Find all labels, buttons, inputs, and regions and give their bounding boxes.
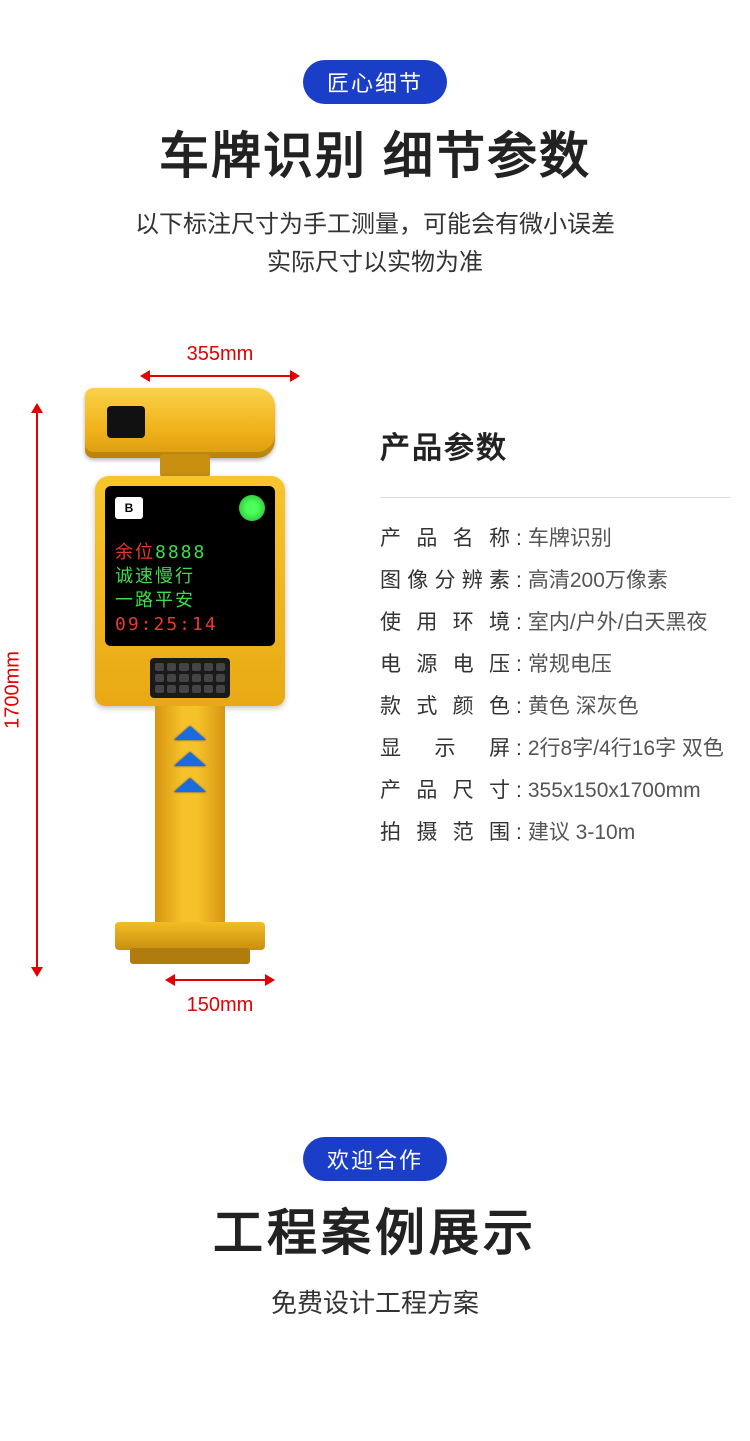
dimension-bottom-rule (80, 974, 360, 986)
section2-pill: 欢迎合作 (303, 1137, 447, 1181)
spec-row: 显 示 屏:2行8字/4行16字 双色 (380, 728, 730, 770)
speaker-grille (150, 658, 230, 698)
spec-colon: : (510, 812, 528, 854)
section1-desc-line2: 实际尺寸以实物为准 (0, 244, 750, 282)
spec-value: 黄色 深灰色 (528, 686, 639, 728)
dimension-top-rule (80, 370, 360, 382)
dimension-left-rule: 1700mm (22, 403, 52, 977)
spec-row: 产 品 名 称:车牌识别 (380, 518, 730, 560)
screen-line1b: 8888 (155, 542, 206, 563)
spec-row: 拍 摄 范 围:建议 3-10m (380, 812, 730, 854)
spec-colon: : (510, 518, 528, 560)
chevron-up-icon (174, 752, 206, 766)
spec-key: 产 品 尺 寸 (380, 770, 510, 812)
spec-list: 产 品 名 称:车牌识别图像分辨素:高清200万像素使 用 环 境:室内/户外/… (380, 518, 730, 854)
spec-title: 产品参数 (380, 423, 730, 467)
spec-panel: 产品参数 产 品 名 称:车牌识别图像分辨素:高清200万像素使 用 环 境:室… (360, 343, 730, 854)
screen-line2: 诚速慢行 (115, 565, 265, 589)
spec-row: 电 源 电 压:常规电压 (380, 644, 730, 686)
spec-row: 使 用 环 境:室内/户外/白天黑夜 (380, 602, 730, 644)
device-base-plate (115, 922, 265, 950)
screen-line4: 09:25:14 (115, 613, 265, 637)
product-figure: 355mm 1700mm (20, 343, 360, 1017)
device-illustration: B 余位8888 诚速慢行 一路平安 09:25:14 (75, 388, 305, 968)
section2-title: 工程案例展示 (0, 1193, 750, 1265)
dimension-left-label: 1700mm (1, 651, 24, 729)
spec-key: 图像分辨素 (380, 560, 510, 602)
spec-colon: : (510, 728, 528, 770)
spec-divider (380, 497, 730, 498)
section1-pill: 匠心细节 (303, 60, 447, 104)
camera-head (85, 388, 275, 458)
section2-desc: 免费设计工程方案 (0, 1283, 750, 1320)
spec-colon: : (510, 602, 528, 644)
section1-desc-line1: 以下标注尺寸为手工测量，可能会有微小误差 (0, 206, 750, 244)
screen-logo: B (115, 497, 143, 519)
spec-key: 款 式 颜 色 (380, 686, 510, 728)
spec-row: 产 品 尺 寸:355x150x1700mm (380, 770, 730, 812)
screen-line1a: 余位 (115, 542, 155, 563)
spec-colon: : (510, 686, 528, 728)
spec-key: 电 源 电 压 (380, 644, 510, 686)
spec-colon: : (510, 560, 528, 602)
spec-key: 显 示 屏 (380, 728, 510, 770)
spec-value: 355x150x1700mm (528, 770, 701, 812)
spec-key: 拍 摄 范 围 (380, 812, 510, 854)
device-pillar (155, 706, 225, 926)
status-led-icon (239, 495, 265, 521)
spec-key: 产 品 名 称 (380, 518, 510, 560)
dimension-top-label: 355mm (80, 343, 360, 366)
spec-row: 图像分辨素:高清200万像素 (380, 560, 730, 602)
spec-value: 建议 3-10m (528, 812, 635, 854)
spec-value: 常规电压 (528, 644, 612, 686)
spec-colon: : (510, 770, 528, 812)
screen-line3: 一路平安 (115, 589, 265, 613)
chevron-up-icon (174, 726, 206, 740)
spec-value: 2行8字/4行16字 双色 (528, 728, 724, 770)
spec-value: 高清200万像素 (528, 560, 668, 602)
spec-value: 室内/户外/白天黑夜 (528, 602, 708, 644)
section1-desc: 以下标注尺寸为手工测量，可能会有微小误差 实际尺寸以实物为准 (0, 206, 750, 283)
spec-colon: : (510, 644, 528, 686)
chevron-up-icon (174, 778, 206, 792)
dimension-bottom-label: 150mm (80, 994, 360, 1017)
camera-neck (160, 454, 210, 478)
spec-value: 车牌识别 (528, 518, 612, 560)
section1-title: 车牌识别 细节参数 (0, 116, 750, 188)
spec-row: 款 式 颜 色:黄色 深灰色 (380, 686, 730, 728)
device-body: B 余位8888 诚速慢行 一路平安 09:25:14 (95, 476, 285, 706)
camera-lens (107, 406, 145, 438)
spec-key: 使 用 环 境 (380, 602, 510, 644)
device-base-foot (130, 948, 250, 964)
device-screen: B 余位8888 诚速慢行 一路平安 09:25:14 (105, 486, 275, 646)
